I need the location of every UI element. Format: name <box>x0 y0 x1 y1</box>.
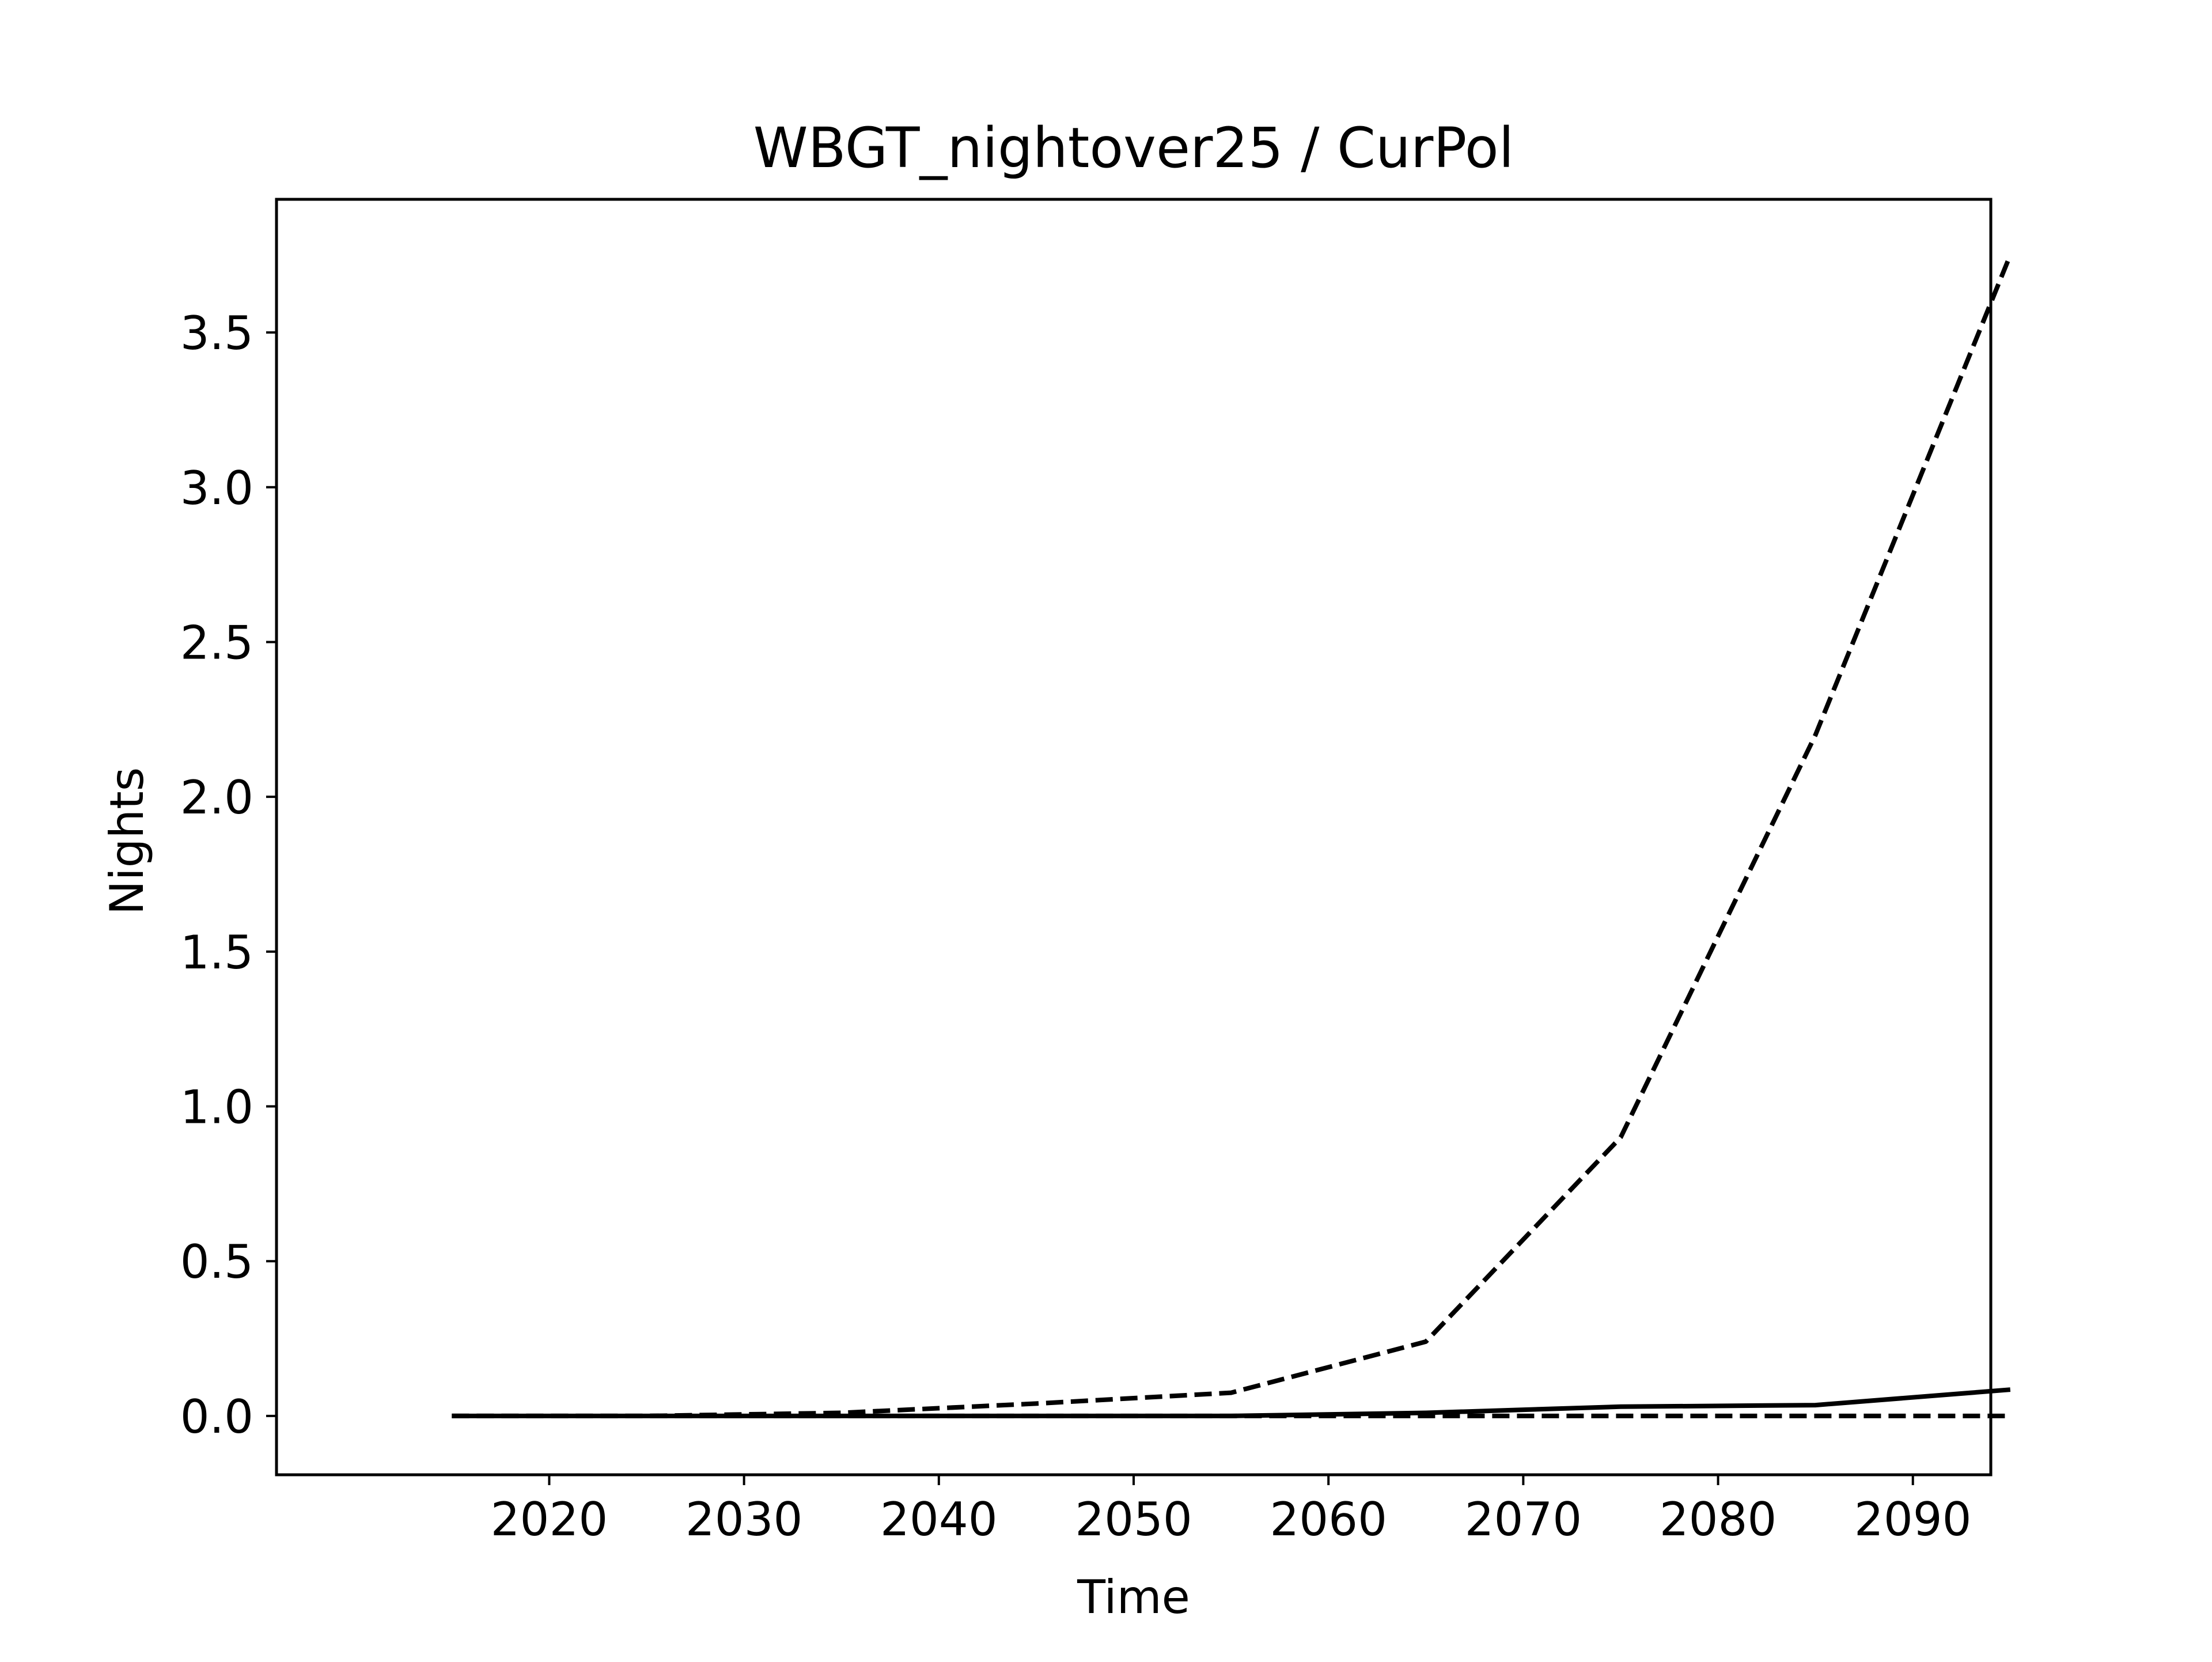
y-tick-label: 0.0 <box>180 1390 253 1444</box>
x-axis: 2020 2030 2040 2050 2060 2070 2080 2090 <box>491 1475 1972 1546</box>
y-axis: 0.0 0.5 1.0 1.5 2.0 2.5 3.0 3.5 <box>180 306 276 1444</box>
x-tick-label: 2070 <box>1465 1493 1582 1546</box>
x-axis-label: Time <box>1077 1570 1190 1624</box>
y-tick-label: 3.0 <box>180 461 253 515</box>
x-tick-label: 2040 <box>880 1493 998 1546</box>
chart-title: WBGT_nightover25 / CurPol <box>753 116 1514 180</box>
x-tick-label: 2060 <box>1270 1493 1387 1546</box>
y-tick-label: 0.5 <box>180 1235 253 1289</box>
y-tick-label: 3.5 <box>180 306 253 360</box>
x-tick-label: 2030 <box>685 1493 803 1546</box>
y-tick-label: 2.5 <box>180 616 253 669</box>
x-tick-label: 2090 <box>1854 1493 1972 1546</box>
y-tick-label: 1.0 <box>180 1081 253 1134</box>
y-tick-label: 1.5 <box>180 926 253 979</box>
x-tick-label: 2080 <box>1660 1493 1777 1546</box>
series-layer <box>452 254 2013 1418</box>
y-tick-label: 2.0 <box>180 771 253 824</box>
x-tick-label: 2050 <box>1075 1493 1192 1546</box>
y-axis-label: Nights <box>100 767 154 915</box>
x-tick-label: 2020 <box>491 1493 608 1546</box>
